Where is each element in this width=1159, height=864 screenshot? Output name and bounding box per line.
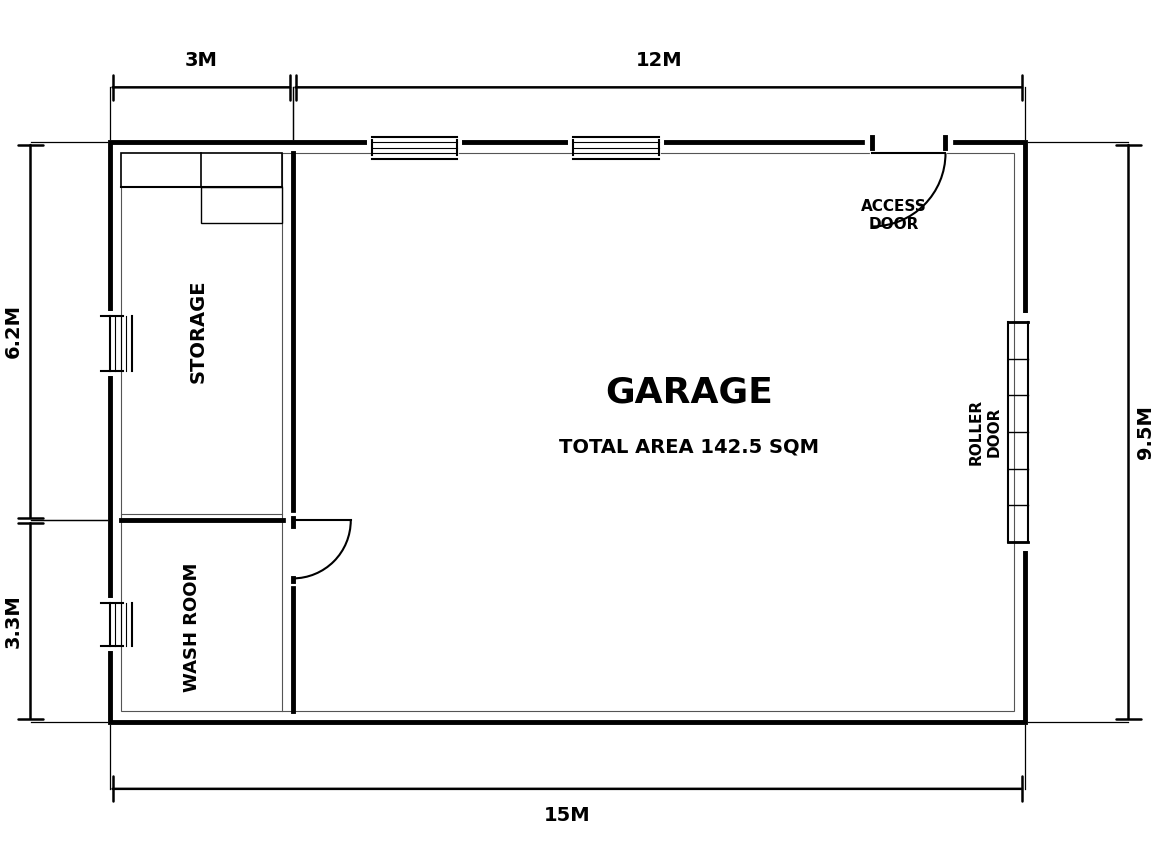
Text: ROLLER
DOOR: ROLLER DOOR <box>969 399 1001 465</box>
Text: GARAGE: GARAGE <box>605 375 773 410</box>
Bar <box>121 153 282 187</box>
Text: ACCESS
DOOR: ACCESS DOOR <box>861 200 926 232</box>
Bar <box>202 187 282 224</box>
Text: 3.3M: 3.3M <box>3 594 23 648</box>
Text: STORAGE: STORAGE <box>189 280 207 383</box>
Text: 6.2M: 6.2M <box>3 304 23 359</box>
Text: 15M: 15M <box>544 806 591 825</box>
Bar <box>121 153 1014 711</box>
Text: WASH ROOM: WASH ROOM <box>183 562 202 692</box>
Bar <box>110 143 1025 721</box>
Text: TOTAL AREA 142.5 SQM: TOTAL AREA 142.5 SQM <box>560 438 819 457</box>
Text: 3M: 3M <box>185 51 218 70</box>
Text: 9.5M: 9.5M <box>1136 405 1156 459</box>
Text: 12M: 12M <box>635 51 683 70</box>
